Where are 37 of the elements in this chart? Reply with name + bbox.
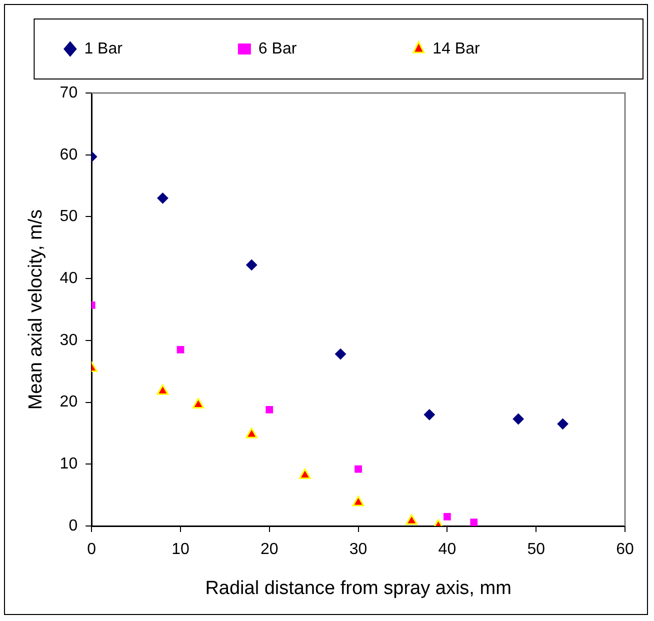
legend-label: 14 Bar	[432, 40, 576, 58]
y-tick-label: 50	[60, 208, 78, 226]
y-tick-label: 60	[60, 146, 78, 164]
y-tick-label: 30	[60, 332, 78, 349]
point	[157, 192, 168, 204]
point	[352, 496, 364, 506]
point	[470, 518, 478, 526]
x-tick-label: 30	[349, 541, 368, 558]
x-axis-title: Radial distance from spray axis, mm	[205, 578, 512, 599]
point	[512, 413, 524, 424]
point	[424, 409, 435, 420]
point	[299, 468, 311, 480]
point	[557, 418, 568, 430]
y-tick-label: 0	[68, 517, 78, 534]
x-tick-label: 60	[616, 541, 634, 558]
x-tick-label: 10	[172, 541, 190, 558]
point	[246, 428, 258, 438]
x-tick-label: 50	[527, 541, 546, 558]
y-tick-label: 40	[60, 270, 78, 287]
x-tick-label: 20	[260, 541, 278, 558]
y-tick-label: 70	[60, 84, 78, 102]
point	[246, 259, 258, 270]
point	[444, 513, 451, 520]
point	[192, 398, 204, 409]
y-axis-title: Mean axial velocity, m/s	[26, 209, 47, 410]
x-tick-label: 40	[438, 541, 456, 558]
point	[335, 348, 346, 360]
point	[406, 514, 418, 525]
x-tick-label: 0	[87, 541, 96, 558]
point	[354, 465, 362, 473]
legend-label: 1 Bar	[84, 40, 218, 58]
point	[176, 346, 184, 354]
point	[156, 384, 169, 395]
legend-label: 6 Bar	[258, 40, 393, 58]
point	[266, 406, 274, 414]
y-tick-label: 10	[60, 456, 78, 473]
y-tick-label: 20	[60, 394, 78, 411]
